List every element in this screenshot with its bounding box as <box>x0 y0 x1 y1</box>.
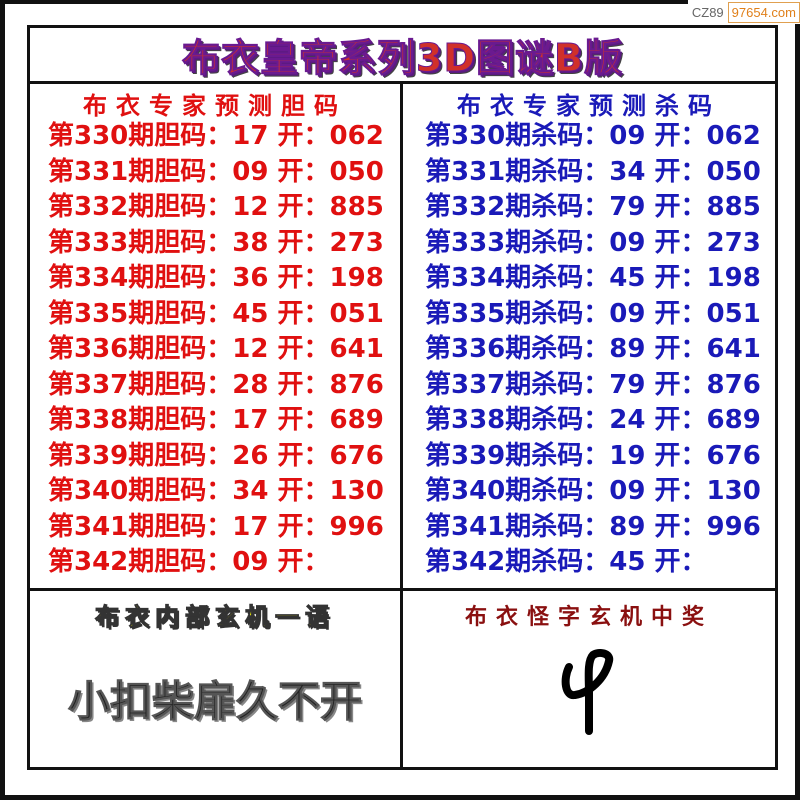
kill-code-row: 第340期杀码：09 开：130 <box>425 476 761 506</box>
prediction-table: 布衣皇帝系列3D图谜B版 布衣专家预测胆码 第330期胆码：17 开：062 第3… <box>27 25 778 770</box>
dan-code-row: 第336期胆码：12 开：641 <box>48 334 384 364</box>
kill-code-row: 第332期杀码：79 开：885 <box>425 192 761 222</box>
dan-code-row: 第338期胆码：17 开：689 <box>48 405 384 435</box>
kill-code-row: 第331期杀码：34 开：050 <box>425 156 761 187</box>
kill-code-column: 布衣专家预测杀码 第330期杀码：09 开：062 第331期杀码：34 开：05… <box>403 84 775 588</box>
dan-code-row: 第341期胆码：17 开：996 <box>48 511 384 542</box>
kill-code-row: 第341期杀码：89 开：996 <box>425 511 761 542</box>
kill-code-row: 第342期杀码：45 开： <box>425 547 707 577</box>
dan-code-row: 第339期胆码：26 开：676 <box>48 440 384 471</box>
strange-char-glyph <box>403 649 775 759</box>
dan-code-row: 第335期胆码：45 开：051 <box>48 298 384 329</box>
dan-code-column: 布衣专家预测胆码 第330期胆码：17 开：062 第331期胆码：09 开：05… <box>30 84 403 588</box>
watermark-site: 97654.com <box>727 1 800 23</box>
kill-code-row: 第336期杀码：89 开：641 <box>425 334 761 364</box>
watermark-prefix: CZ89 <box>691 4 724 20</box>
dan-code-row: 第334期胆码：36 开：198 <box>48 263 384 293</box>
kill-code-row: 第337期杀码：79 开：876 <box>425 369 761 400</box>
dan-code-row: 第340期胆码：34 开：130 <box>48 476 384 506</box>
strange-char-drawing <box>561 649 614 735</box>
inside-hint-panel: 布衣内部玄机一语 小扣柴扉久不开 <box>30 588 403 767</box>
strange-char-panel: 布衣怪字玄机中奖 <box>403 588 775 767</box>
strange-char-header: 布衣怪字玄机中奖 <box>464 605 713 630</box>
watermark: CZ89 97654.com <box>687 0 800 24</box>
page-title: 布衣皇帝系列3D图谜B版 <box>30 28 775 84</box>
dan-code-row: 第331期胆码：09 开：050 <box>48 156 384 187</box>
kill-code-row: 第330期杀码：09 开：062 <box>425 121 761 151</box>
kill-code-header: 布衣专家预测杀码 <box>457 92 721 120</box>
dan-code-row: 第332期胆码：12 开：885 <box>48 192 384 222</box>
kill-code-row: 第333期杀码：09 开：273 <box>425 227 761 258</box>
kill-code-row: 第334期杀码：45 开：198 <box>425 263 761 293</box>
dan-code-row: 第330期胆码：17 开：062 <box>48 121 384 151</box>
dan-code-header: 布衣专家预测胆码 <box>83 92 347 120</box>
kill-code-row: 第339期杀码：19 开：676 <box>425 440 761 471</box>
dan-code-row: 第333期胆码：38 开：273 <box>48 227 384 258</box>
kill-code-row: 第338期杀码：24 开：689 <box>425 405 761 435</box>
dan-code-row: 第337期胆码：28 开：876 <box>48 369 384 400</box>
inside-hint-header: 布衣内部玄机一语 <box>95 603 335 632</box>
dan-code-row: 第342期胆码：09 开： <box>48 547 330 577</box>
hint-phrase: 小扣柴扉久不开 <box>67 677 362 727</box>
kill-code-row: 第335期杀码：09 开：051 <box>425 298 761 329</box>
